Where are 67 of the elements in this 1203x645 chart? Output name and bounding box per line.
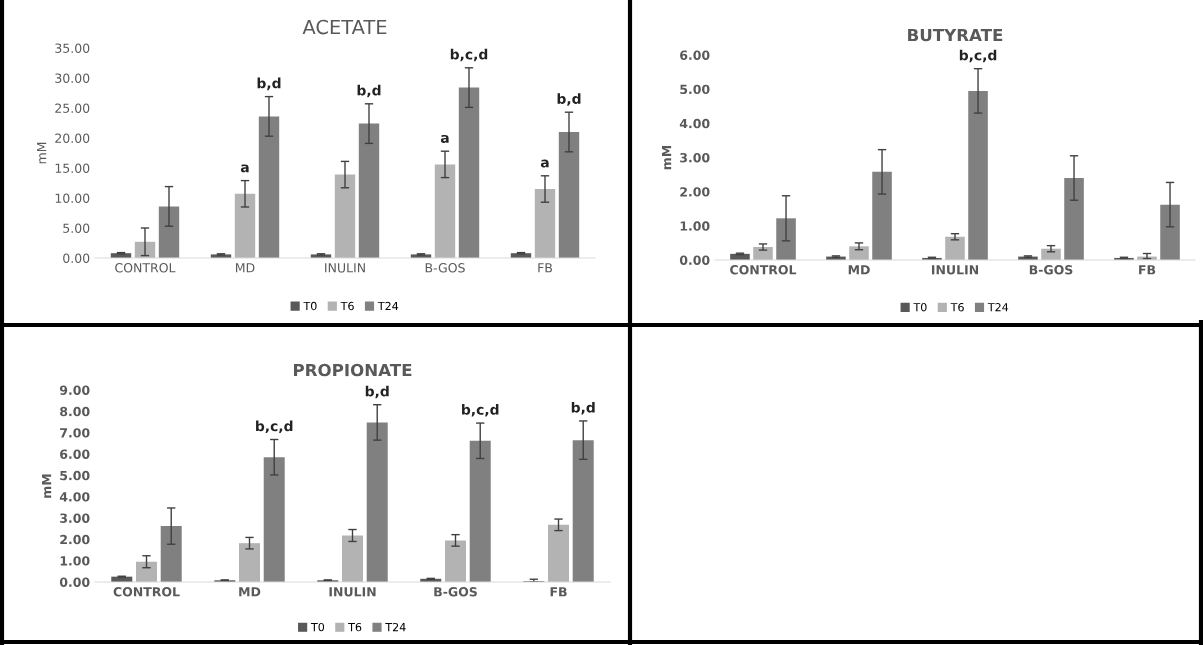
legend-label: T6 (348, 622, 362, 632)
x-tick-label: INULIN (329, 587, 376, 597)
legend-label: T6 (340, 301, 354, 311)
data-label: b,d (557, 93, 581, 106)
chart-title: ACETATE (302, 19, 387, 35)
y-tick-label: 9.00 (59, 385, 90, 395)
x-tick-label: CONTROL (115, 263, 176, 273)
legend-label: T24 (987, 303, 1009, 312)
data-label: b,d (257, 77, 281, 91)
y-tick-label: 6.00 (680, 50, 710, 60)
y-tick-label: 5.00 (680, 84, 710, 95)
legend-label: T6 (950, 303, 964, 312)
data-label: b,d (365, 385, 389, 399)
y-tick-label: 35.00 (55, 43, 90, 53)
legend-label: T24 (377, 301, 399, 311)
x-tick-label: B-GOS (434, 587, 477, 597)
y-tick-label: 3.00 (60, 513, 90, 523)
legend-label: T0 (310, 622, 325, 632)
y-tick-label: 4.00 (59, 492, 90, 502)
y-tick-label: 0.00 (59, 577, 90, 587)
legend-label: T0 (913, 303, 927, 312)
x-tick-label: FB (550, 587, 567, 597)
y-tick-label: 5.00 (60, 470, 90, 481)
legend-label: T24 (385, 622, 406, 632)
y-tick-label: 20.00 (55, 133, 90, 143)
data-label: a (440, 134, 449, 143)
y-tick-label: 0.00 (63, 253, 90, 263)
y-tick-label: 10.00 (55, 193, 90, 203)
x-tick-label: FB (538, 263, 552, 273)
x-tick-label: B-GOS (425, 263, 465, 273)
y-tick-label: 1.00 (680, 221, 710, 231)
y-tick-label: 5.00 (63, 223, 90, 233)
y-tick-label: 30.00 (55, 73, 90, 83)
x-tick-label: MD (236, 263, 255, 273)
x-tick-label: INULIN (931, 265, 979, 275)
y-axis-title: mM (662, 145, 672, 170)
chart-title: PROPIONATE (293, 363, 412, 377)
x-tick-label: MD (848, 265, 870, 275)
y-tick-label: 8.00 (60, 406, 90, 417)
data-label: b,c,d (959, 49, 997, 63)
x-tick-label: INULIN (325, 263, 365, 273)
y-tick-label: 1.00 (60, 556, 90, 566)
y-tick-label: 3.00 (680, 152, 710, 163)
legend-label: T0 (303, 301, 317, 311)
y-tick-label: 7.00 (60, 428, 90, 438)
data-label: b,d (571, 401, 595, 415)
data-label: a (240, 164, 249, 173)
data-label: b,d (357, 84, 381, 98)
y-tick-label: 0.00 (679, 255, 710, 265)
x-tick-label: CONTROL (113, 587, 180, 597)
data-label: a (540, 159, 549, 168)
x-tick-label: CONTROL (730, 265, 797, 275)
y-tick-label: 25.00 (55, 103, 90, 113)
x-tick-label: FB (1139, 265, 1156, 275)
y-tick-label: 2.00 (680, 187, 710, 197)
y-axis-title: mM (42, 474, 52, 498)
x-tick-label: B-GOS (1029, 265, 1073, 275)
data-label: b,c,d (462, 404, 499, 417)
y-tick-label: 6.00 (60, 449, 90, 459)
y-tick-label: 4.00 (679, 118, 710, 129)
y-axis-title: mM (37, 142, 47, 164)
x-tick-label: MD (239, 587, 261, 597)
y-tick-label: 2.00 (60, 534, 90, 545)
chart-title: BUTYRATE (908, 28, 1003, 42)
y-tick-label: 15.00 (55, 163, 90, 173)
data-label: b,c,d (256, 420, 293, 434)
data-label: b,c,d (450, 48, 488, 62)
